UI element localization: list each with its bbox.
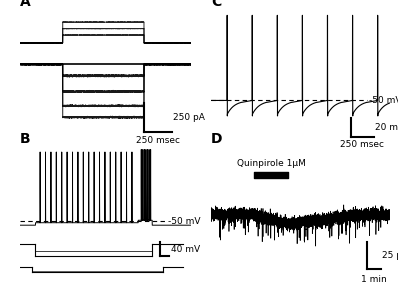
Text: B: B <box>20 132 31 146</box>
Text: A: A <box>20 0 31 9</box>
Text: 250 msec: 250 msec <box>136 136 180 145</box>
Text: -50 mV: -50 mV <box>168 217 200 226</box>
Text: 250 pA: 250 pA <box>173 113 205 122</box>
Text: Quinpirole 1μM: Quinpirole 1μM <box>236 159 305 168</box>
Text: 1 min: 1 min <box>361 275 387 284</box>
Text: -50 mV: -50 mV <box>369 96 398 105</box>
Text: D: D <box>211 132 222 146</box>
Text: 25 pA: 25 pA <box>382 251 398 260</box>
Text: 20 mV: 20 mV <box>375 123 398 132</box>
Text: 40 mV: 40 mV <box>170 245 200 253</box>
Text: C: C <box>211 0 221 9</box>
Text: 250 msec: 250 msec <box>340 140 384 149</box>
